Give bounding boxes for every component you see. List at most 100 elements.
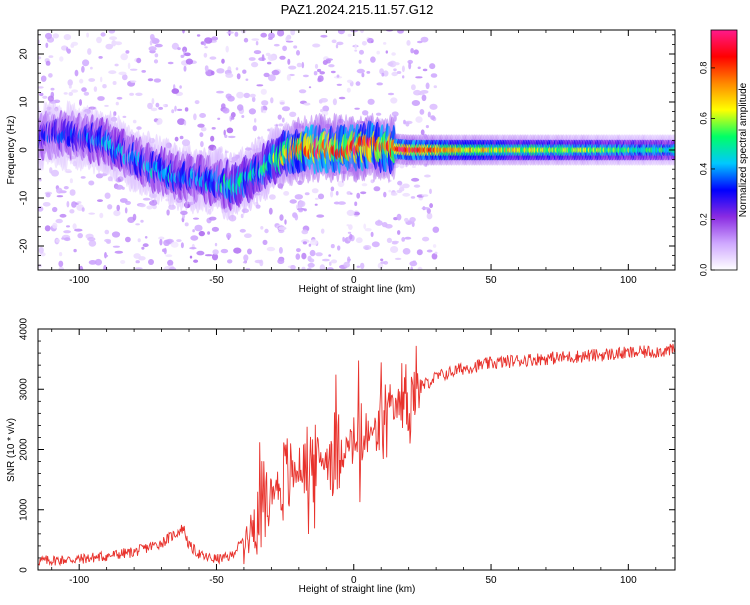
spectrogram-cell bbox=[225, 73, 234, 78]
spectrogram-cell bbox=[304, 192, 310, 196]
spectrogram-cell bbox=[176, 239, 182, 243]
spectrogram-cell bbox=[410, 196, 416, 199]
spectrogram-cell bbox=[330, 70, 336, 74]
colorbar: 0.0 0.2 0.4 0.6 0.8 Normalized spectral ampl… bbox=[698, 29, 749, 276]
spectrogram-cell bbox=[151, 98, 155, 105]
spectrogram-cell bbox=[337, 245, 341, 251]
y-tick-label: -20 bbox=[19, 238, 30, 253]
spectrogram-cell bbox=[308, 258, 315, 263]
spectrogram-cell bbox=[397, 30, 404, 34]
spectrogram-cell bbox=[397, 180, 403, 186]
spectrogram-cell bbox=[382, 70, 389, 77]
spectrogram-cell bbox=[184, 107, 189, 112]
spectrogram-cell bbox=[200, 127, 207, 132]
spectrogram-cell bbox=[370, 56, 376, 63]
spectrogram-cell bbox=[116, 96, 123, 100]
colorbar-label: Normalized spectral amplitude bbox=[738, 82, 749, 217]
spectrogram-cell bbox=[130, 80, 137, 83]
spectrogram-cell bbox=[314, 203, 318, 206]
spectrogram-cell bbox=[381, 72, 385, 77]
spectrogram-cell bbox=[45, 192, 51, 198]
spectrogram-cell bbox=[294, 213, 299, 221]
spectrogram-cell bbox=[269, 194, 276, 200]
x-tick-label: 50 bbox=[485, 275, 497, 286]
spectrogram-cell bbox=[61, 237, 65, 240]
spectrogram-cell bbox=[52, 206, 58, 213]
spectrogram-cell bbox=[363, 245, 372, 250]
spectrogram-cell bbox=[311, 188, 319, 194]
spectrogram-cell bbox=[361, 183, 368, 187]
spectrogram-cell bbox=[81, 65, 85, 73]
spectrogram-cell bbox=[171, 109, 175, 114]
spectrogram-cell bbox=[309, 249, 316, 257]
spectrogram-cell bbox=[277, 114, 282, 120]
spectrogram-cell bbox=[180, 54, 185, 59]
spectrogram-cell bbox=[198, 230, 205, 237]
spectrogram-cell bbox=[409, 261, 418, 267]
spectrogram-cell bbox=[99, 212, 104, 219]
spectrogram-cell bbox=[39, 92, 44, 97]
spectrogram-cell bbox=[132, 119, 137, 124]
spectrogram-cell bbox=[370, 40, 374, 43]
spectrogram-cell bbox=[199, 113, 207, 118]
spectrogram-cell bbox=[249, 93, 256, 98]
spectrogram-cell bbox=[115, 101, 119, 106]
spectrogram-cell bbox=[409, 217, 416, 223]
snr-plot-area bbox=[38, 329, 675, 570]
spectrogram-cell bbox=[420, 36, 429, 43]
spectrogram-cell bbox=[241, 115, 245, 118]
spectrogram-cell bbox=[56, 195, 64, 198]
spectrogram-cell bbox=[228, 135, 236, 139]
spectrogram-cell bbox=[104, 104, 109, 107]
spectrogram-cell bbox=[68, 91, 74, 96]
spectrogram-cell bbox=[194, 100, 200, 105]
spectrogram-cell bbox=[421, 94, 427, 102]
spectrogram-cell bbox=[45, 32, 52, 40]
spectrogram-cell bbox=[112, 245, 120, 248]
spectrogram-cell bbox=[407, 59, 414, 64]
x-tick-label: 100 bbox=[620, 575, 637, 586]
spectrogram-cell bbox=[338, 96, 346, 100]
spectrogram-cell bbox=[211, 226, 219, 232]
spectrogram-cell bbox=[267, 54, 276, 61]
spectrogram-cell bbox=[148, 259, 154, 265]
spectrogram-cell bbox=[134, 267, 143, 270]
spectrogram-cell bbox=[393, 217, 398, 221]
spectrogram-cell bbox=[204, 65, 209, 72]
spectrogram-cell bbox=[261, 54, 265, 62]
spectrogram-cell bbox=[171, 88, 180, 94]
spectrogram-cell bbox=[384, 224, 393, 229]
spectrogram-cell bbox=[284, 219, 287, 225]
spectrogram-cell bbox=[203, 52, 208, 58]
snr-x-ticks: -100 -50 0 50 100 bbox=[51, 329, 657, 586]
spectrogram-cell bbox=[267, 61, 272, 65]
spectrogram-cell bbox=[76, 201, 82, 204]
spectrogram-cell bbox=[386, 237, 392, 243]
spectrogram-cell bbox=[320, 34, 328, 38]
y-tick-label: 10 bbox=[19, 96, 30, 108]
spectrogram-cell bbox=[293, 45, 298, 49]
spectrogram-cell bbox=[282, 45, 287, 52]
spectrogram-cell bbox=[419, 109, 425, 115]
spectrogram-cell bbox=[125, 50, 130, 54]
spectrogram-cell bbox=[50, 87, 55, 91]
spectrogram-cell bbox=[278, 123, 284, 127]
spectrogram-cell bbox=[417, 40, 423, 44]
spectrogram-cell bbox=[71, 89, 78, 93]
spectrogram-cell bbox=[69, 209, 75, 214]
spectrogram-cell bbox=[278, 247, 283, 254]
spectrogram-cell bbox=[406, 40, 411, 46]
spectrogram-cell bbox=[376, 82, 384, 86]
spectrogram-cell bbox=[301, 61, 305, 69]
spectrogram-cell bbox=[88, 260, 97, 265]
spectrogram-cell bbox=[149, 200, 158, 206]
y-tick-label: 4000 bbox=[19, 317, 30, 340]
spectrogram-cell bbox=[402, 248, 411, 255]
spectrogram-cell bbox=[147, 102, 153, 110]
spectrogram-cell bbox=[135, 223, 140, 226]
spectrogram-cell bbox=[66, 201, 70, 208]
spectrogram-cell bbox=[119, 198, 128, 203]
spectrogram-cell bbox=[347, 231, 352, 234]
spectrogram-cell bbox=[115, 184, 124, 190]
spectrogram-cell bbox=[45, 42, 49, 48]
